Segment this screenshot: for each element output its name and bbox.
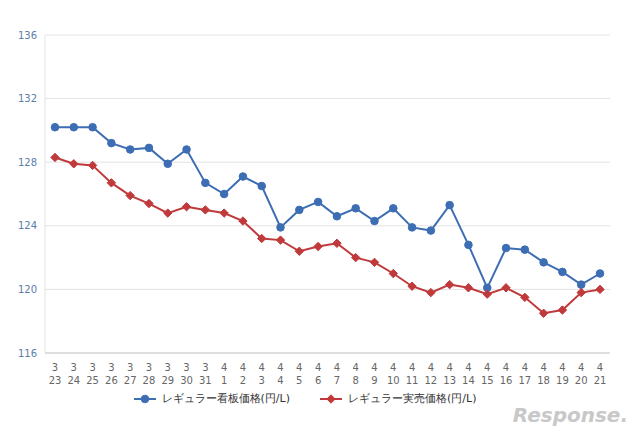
svg-text:44: 44 — [277, 362, 283, 386]
svg-text:415: 415 — [481, 362, 494, 386]
svg-text:124: 124 — [18, 220, 37, 231]
svg-text:331: 331 — [199, 362, 212, 386]
svg-text:47: 47 — [334, 362, 340, 386]
svg-text:42: 42 — [240, 362, 246, 386]
svg-text:48: 48 — [353, 362, 359, 386]
svg-text:327: 327 — [124, 362, 137, 386]
svg-text:49: 49 — [371, 362, 377, 386]
html-text:Response.: Response. — [512, 403, 628, 427]
svg-text:324: 324 — [67, 362, 80, 386]
html-text:レギュラー看板価格(円/L): レギュラー看板価格(円/L) — [161, 392, 290, 405]
svg-text:328: 328 — [143, 362, 156, 386]
svg-text:116: 116 — [18, 348, 37, 359]
svg-text:128: 128 — [18, 157, 37, 168]
svg-text:419: 419 — [556, 362, 569, 386]
svg-text:416: 416 — [500, 362, 513, 386]
svg-text:414: 414 — [462, 362, 475, 386]
svg-text:413: 413 — [443, 362, 456, 386]
svg-text:46: 46 — [315, 362, 321, 386]
svg-text:45: 45 — [296, 362, 302, 386]
svg-text:420: 420 — [575, 362, 588, 386]
svg-text:323: 323 — [49, 362, 62, 386]
svg-text:330: 330 — [180, 362, 193, 386]
svg-text:120: 120 — [18, 284, 37, 295]
svg-text:136: 136 — [18, 30, 37, 41]
svg-text:412: 412 — [424, 362, 437, 386]
svg-text:418: 418 — [537, 362, 550, 386]
svg-text:41: 41 — [221, 362, 227, 386]
svg-text:421: 421 — [594, 362, 607, 386]
svg-text:132: 132 — [18, 93, 37, 104]
svg-text:410: 410 — [387, 362, 400, 386]
svg-text:329: 329 — [161, 362, 174, 386]
svg-text:417: 417 — [518, 362, 531, 386]
html-text:レギュラー実売価格(円/L): レギュラー実売価格(円/L) — [348, 392, 477, 405]
svg-text:43: 43 — [259, 362, 265, 386]
svg-text:325: 325 — [86, 362, 99, 386]
svg-text:411: 411 — [406, 362, 419, 386]
svg-text:326: 326 — [105, 362, 118, 386]
